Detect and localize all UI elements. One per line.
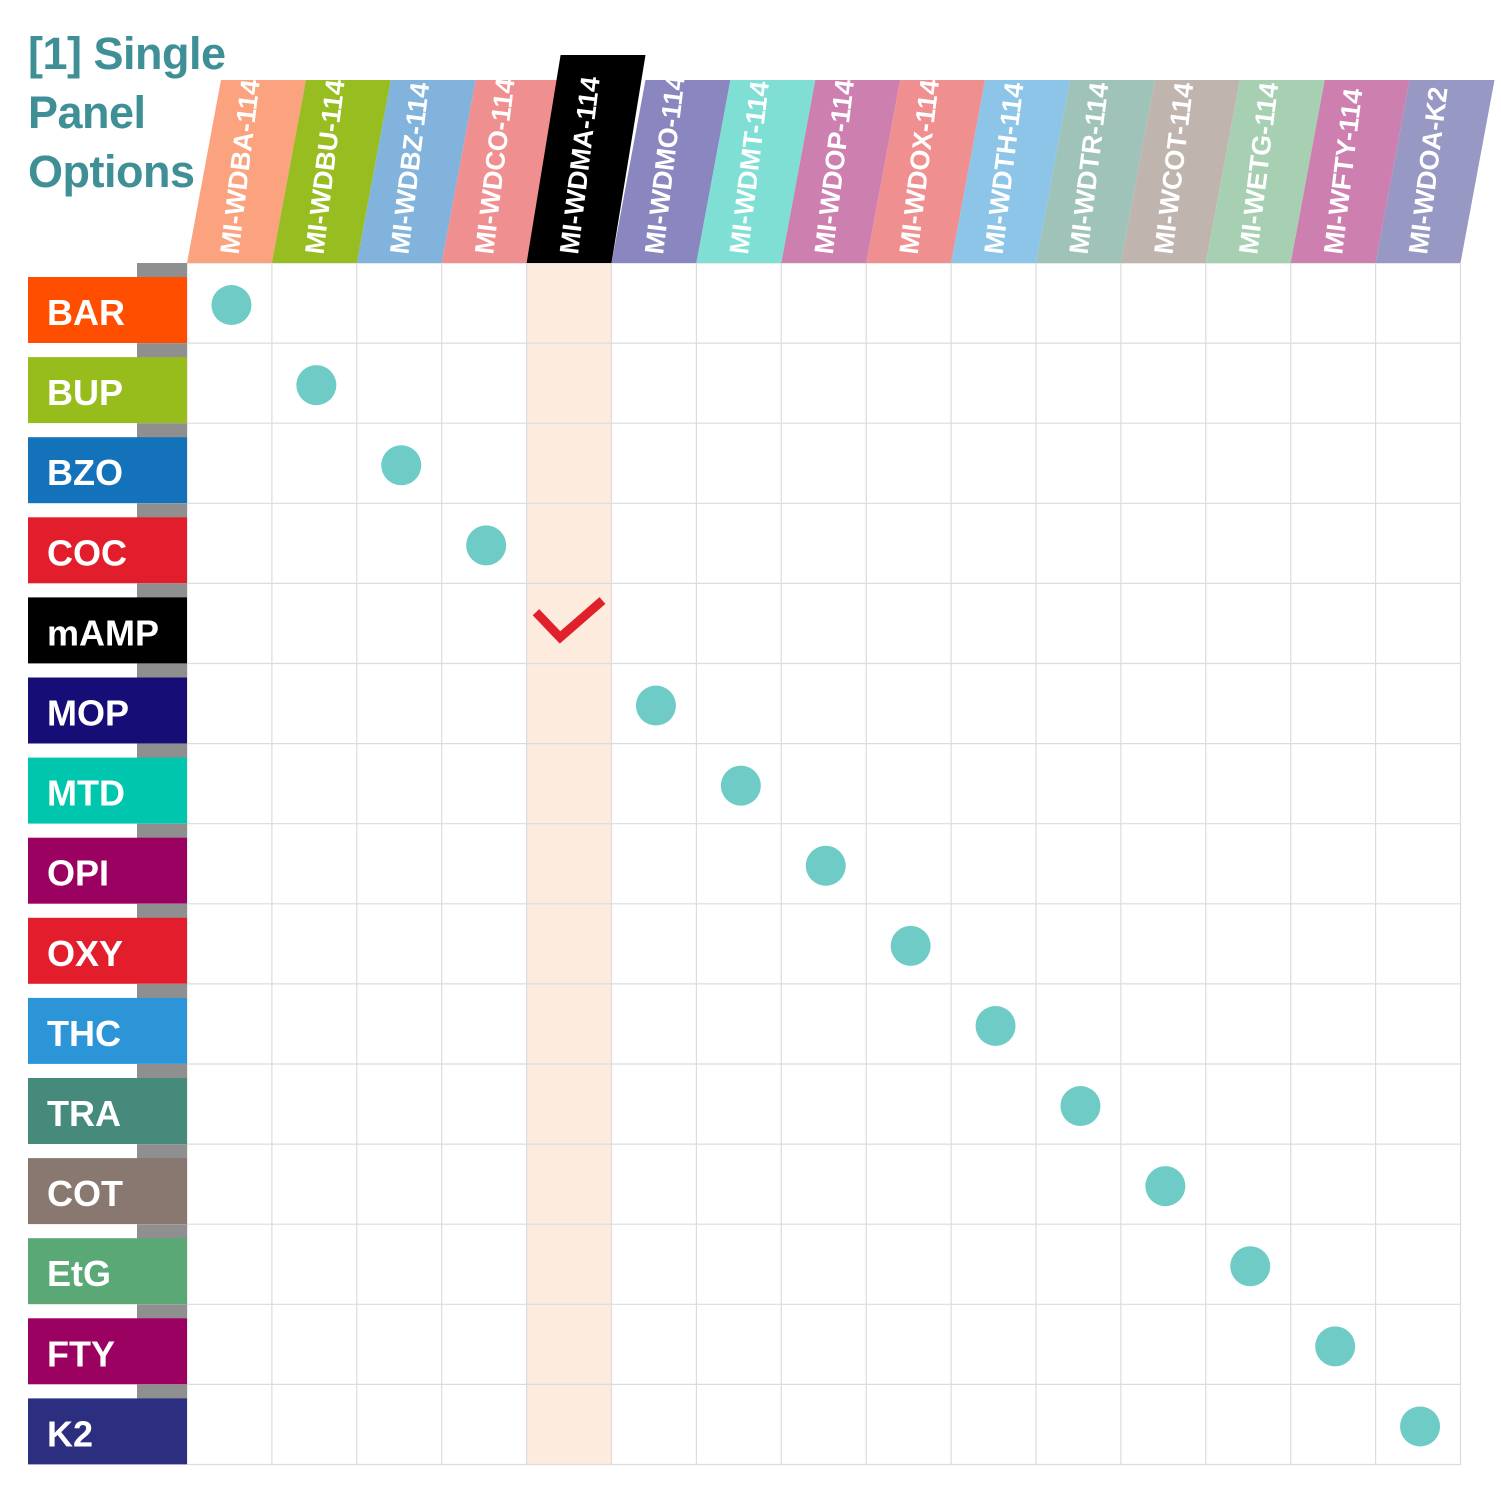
check-icon xyxy=(532,597,606,644)
dot-marker xyxy=(466,525,507,566)
title-line-1: [1] Single xyxy=(28,28,226,79)
column-header-tab xyxy=(1120,80,1240,263)
column-header-tab xyxy=(1036,80,1155,263)
row-label: OPI xyxy=(47,853,109,894)
dot-marker xyxy=(1315,1326,1356,1367)
row-label: COT xyxy=(47,1173,123,1214)
column-header-tab xyxy=(441,80,561,263)
dot-marker xyxy=(805,845,846,886)
row-label: mAMP xyxy=(47,612,159,653)
row-label-tab xyxy=(28,837,187,904)
row-label-tab xyxy=(28,677,187,744)
dot-marker xyxy=(975,1005,1016,1046)
row-labels: BAR BUP BZO COC mAMP MOP MTD OPI OXY THC TRA COT EtG… xyxy=(28,263,187,1465)
row-label: EtG xyxy=(47,1253,111,1294)
row-label-tab xyxy=(28,277,187,343)
highlight-layer xyxy=(526,263,612,1465)
column-header-tab xyxy=(526,55,646,263)
row-label: THC xyxy=(47,1013,121,1054)
row-label-tab xyxy=(28,1078,187,1144)
column-header-tab xyxy=(781,80,901,263)
row-label: K2 xyxy=(47,1413,93,1454)
row-label: TRA xyxy=(47,1093,121,1134)
row-label: COC xyxy=(47,532,127,573)
column-header-tab xyxy=(187,80,306,263)
dot-marker xyxy=(1060,1086,1101,1127)
dot-marker xyxy=(381,445,422,486)
title-line-2: Panel xyxy=(28,87,146,138)
dot-marker xyxy=(296,365,337,406)
column-headers: MI-WDBA-114 MI-WDBU-114 MI-WDBZ-114 MI-WDCO… xyxy=(187,55,1495,263)
row-label: BZO xyxy=(47,452,123,493)
column-header-tab xyxy=(356,80,476,263)
row-label-tab xyxy=(28,997,187,1064)
column-header-tab xyxy=(1290,80,1410,263)
column-header-tab xyxy=(951,80,1070,263)
dot-marker xyxy=(1400,1406,1441,1447)
column-header-tab xyxy=(696,80,816,263)
column-header-tab xyxy=(866,80,986,263)
row-label-tab xyxy=(28,1158,187,1225)
row-label-tab xyxy=(28,517,187,584)
row-label: OXY xyxy=(47,933,123,974)
grid-layer xyxy=(186,262,1462,1466)
dot-marker xyxy=(720,765,761,806)
column-header-tab xyxy=(611,80,731,263)
page-title: [1] Single Panel Options xyxy=(28,24,228,201)
title-line-3: Options xyxy=(28,146,195,197)
row-label-tab xyxy=(28,1318,187,1385)
row-label: FTY xyxy=(47,1333,115,1374)
row-label-tab xyxy=(28,917,187,984)
row-label-tab xyxy=(28,597,187,664)
row-label-tab xyxy=(28,357,187,424)
row-label: MTD xyxy=(47,773,125,814)
row-label-tab xyxy=(28,437,187,504)
row-label-tab xyxy=(28,1398,187,1465)
marks-layer xyxy=(211,285,1441,1447)
row-label-tab xyxy=(28,757,187,824)
column-header-tab xyxy=(1205,80,1325,263)
dot-marker xyxy=(1230,1246,1271,1287)
row-label: BAR xyxy=(47,292,125,333)
row-label: BUP xyxy=(47,372,123,413)
dot-marker xyxy=(890,925,931,966)
dot-marker xyxy=(211,285,252,326)
row-label: MOP xyxy=(47,693,129,734)
column-header-tab xyxy=(1375,80,1495,263)
row-label-tab xyxy=(28,1238,187,1305)
dot-marker xyxy=(635,685,676,726)
highlight-column xyxy=(526,263,612,1465)
dot-marker xyxy=(1145,1166,1186,1207)
column-header-tab xyxy=(271,80,391,263)
